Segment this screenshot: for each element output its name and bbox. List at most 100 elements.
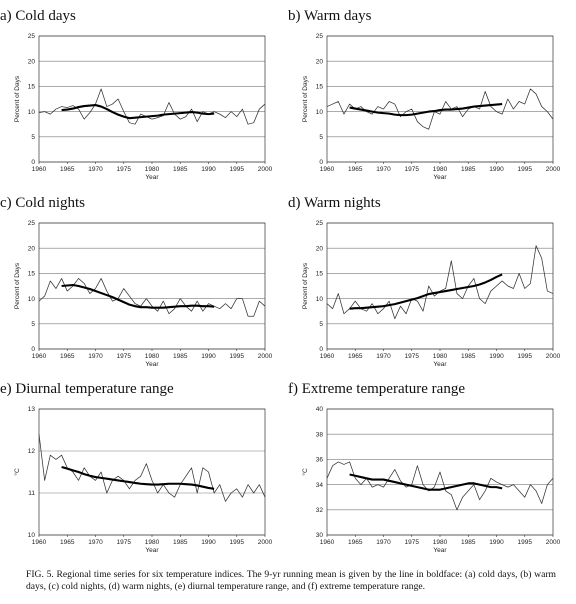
y-tick-label: 40	[316, 406, 324, 413]
y-tick-label: 38	[316, 431, 324, 438]
x-tick-label: 1975	[117, 166, 132, 173]
x-tick-label: 2000	[546, 353, 561, 360]
chart-svg: 0 5 10 15 20 25 1960 1965 1970 1975 1980 1985 1990 19…	[302, 220, 561, 368]
x-axis-label: Year	[145, 361, 159, 368]
x-axis-label: Year	[145, 174, 159, 181]
x-tick-label: 2000	[258, 166, 273, 173]
x-tick-label: 1985	[173, 353, 188, 360]
y-axis-label: °C	[301, 468, 309, 476]
x-tick-label: 1970	[88, 166, 103, 173]
y-tick-label: 0	[31, 159, 35, 166]
chart-title: c) Cold nights	[0, 195, 85, 211]
x-tick-label: 1960	[32, 539, 47, 546]
x-tick-label: 1970	[88, 539, 103, 546]
x-tick-label: 1960	[320, 166, 335, 173]
x-axis-label: Year	[433, 361, 447, 368]
x-tick-label: 1970	[88, 353, 103, 360]
x-tick-label: 1980	[433, 353, 448, 360]
chart-panel-d: d) Warm nights 0 5 10 15 20 25 1960 1965 1970 197…	[288, 193, 576, 381]
chart-svg: 0 5 10 15 20 25 1960 1965 1970 1975 1980 1985 1990 19…	[14, 33, 273, 181]
x-tick-label: 1990	[201, 539, 216, 546]
x-tick-label: 2000	[546, 539, 561, 546]
y-tick-label: 20	[316, 245, 324, 252]
x-tick-label: 1960	[320, 539, 335, 546]
y-tick-label: 20	[28, 58, 36, 65]
x-tick-label: 1985	[461, 539, 476, 546]
y-tick-label: 11	[28, 490, 35, 497]
chart-panel-c: c) Cold nights 0 5 10 15 20 25 1960 1965 1970 197…	[0, 193, 288, 381]
running-mean-line	[349, 273, 503, 310]
x-tick-label: 1990	[489, 166, 504, 173]
annual-series-line	[326, 461, 554, 511]
chart-title: a) Cold days	[0, 8, 76, 24]
running-mean-line	[349, 102, 503, 117]
y-tick-label: 10	[28, 532, 36, 539]
x-tick-label: 1975	[405, 353, 420, 360]
chart-svg: 0 5 10 15 20 25 1960 1965 1970 1975 1980 1985 1990 19…	[302, 33, 561, 181]
x-tick-label: 1970	[376, 353, 391, 360]
x-tick-label: 1965	[348, 166, 363, 173]
y-tick-label: 10	[28, 109, 36, 116]
x-tick-label: 1965	[60, 353, 75, 360]
x-tick-label: 1975	[405, 539, 420, 546]
y-tick-label: 0	[319, 159, 323, 166]
y-tick-label: 10	[316, 109, 324, 116]
y-tick-label: 5	[31, 321, 35, 328]
y-tick-label: 5	[319, 321, 323, 328]
y-tick-label: 10	[316, 296, 324, 303]
annual-series-line	[38, 278, 266, 317]
y-axis-label: Percent of Days	[14, 262, 21, 309]
running-mean-line	[61, 465, 215, 490]
x-tick-label: 1980	[433, 539, 448, 546]
y-tick-label: 13	[28, 406, 36, 413]
y-tick-label: 15	[316, 271, 324, 278]
x-tick-label: 1990	[489, 539, 504, 546]
x-tick-label: 1990	[201, 353, 216, 360]
x-tick-label: 1985	[173, 166, 188, 173]
x-tick-label: 1995	[518, 539, 533, 546]
x-tick-label: 1995	[230, 539, 245, 546]
y-tick-label: 5	[31, 134, 35, 141]
x-tick-label: 1995	[230, 166, 245, 173]
x-tick-label: 2000	[258, 353, 273, 360]
x-tick-label: 1975	[405, 166, 420, 173]
y-tick-label: 30	[316, 532, 324, 539]
x-tick-label: 1975	[117, 353, 132, 360]
running-mean-line	[349, 473, 503, 491]
chart-panel-b: b) Warm days 0 5 10 15 20 25 1960 1965 1970 1975 1…	[288, 6, 576, 194]
x-axis-label: Year	[145, 547, 159, 554]
y-tick-label: 36	[316, 457, 324, 464]
y-axis-label: Percent of Days	[14, 75, 21, 122]
y-tick-label: 12	[28, 448, 36, 455]
plot-frame	[326, 222, 554, 350]
annual-series-line	[38, 88, 266, 125]
x-tick-label: 1965	[60, 539, 75, 546]
x-tick-label: 1970	[376, 539, 391, 546]
plot-frame	[38, 35, 266, 163]
x-tick-label: 1980	[145, 353, 160, 360]
x-tick-label: 1965	[348, 539, 363, 546]
chart-title: d) Warm nights	[288, 195, 381, 211]
y-tick-label: 32	[316, 507, 324, 514]
x-tick-label: 1980	[433, 166, 448, 173]
x-tick-label: 1965	[348, 353, 363, 360]
x-tick-label: 1975	[117, 539, 132, 546]
chart-svg: 30 32 34 36 38 40 1960 1965 1970 1975 1980 1985 1990…	[301, 406, 561, 554]
chart-panel-e: e) Diurnal temperature range 10 11 12 13 196…	[0, 379, 288, 567]
x-tick-label: 1960	[320, 353, 335, 360]
chart-title: b) Warm days	[288, 8, 372, 24]
x-tick-label: 2000	[258, 539, 273, 546]
y-tick-label: 0	[31, 346, 35, 353]
x-axis-label: Year	[433, 547, 447, 554]
y-tick-label: 25	[28, 220, 36, 227]
x-tick-label: 1960	[32, 166, 47, 173]
x-tick-label: 1995	[518, 166, 533, 173]
chart-panel-f: f) Extreme temperature range 30 32 34 36 38 4…	[288, 379, 576, 567]
x-tick-label: 1980	[145, 539, 160, 546]
chart-title: f) Extreme temperature range	[288, 381, 465, 397]
x-tick-label: 1985	[173, 539, 188, 546]
x-tick-label: 1960	[32, 353, 47, 360]
y-tick-label: 25	[316, 220, 324, 227]
x-tick-label: 1985	[461, 353, 476, 360]
x-axis-label: Year	[433, 174, 447, 181]
